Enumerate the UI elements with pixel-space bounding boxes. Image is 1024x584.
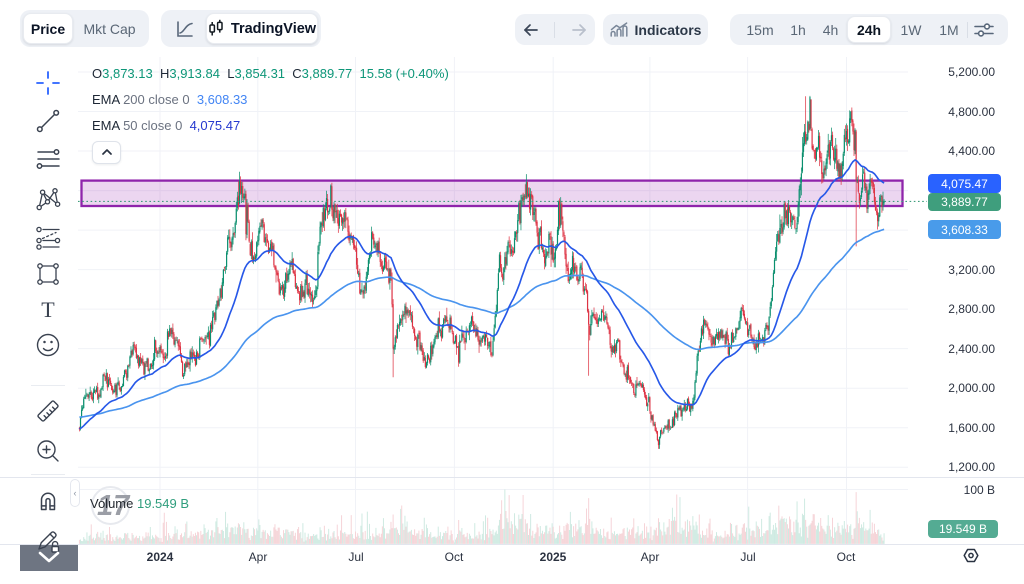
svg-text:T: T [41, 297, 55, 322]
